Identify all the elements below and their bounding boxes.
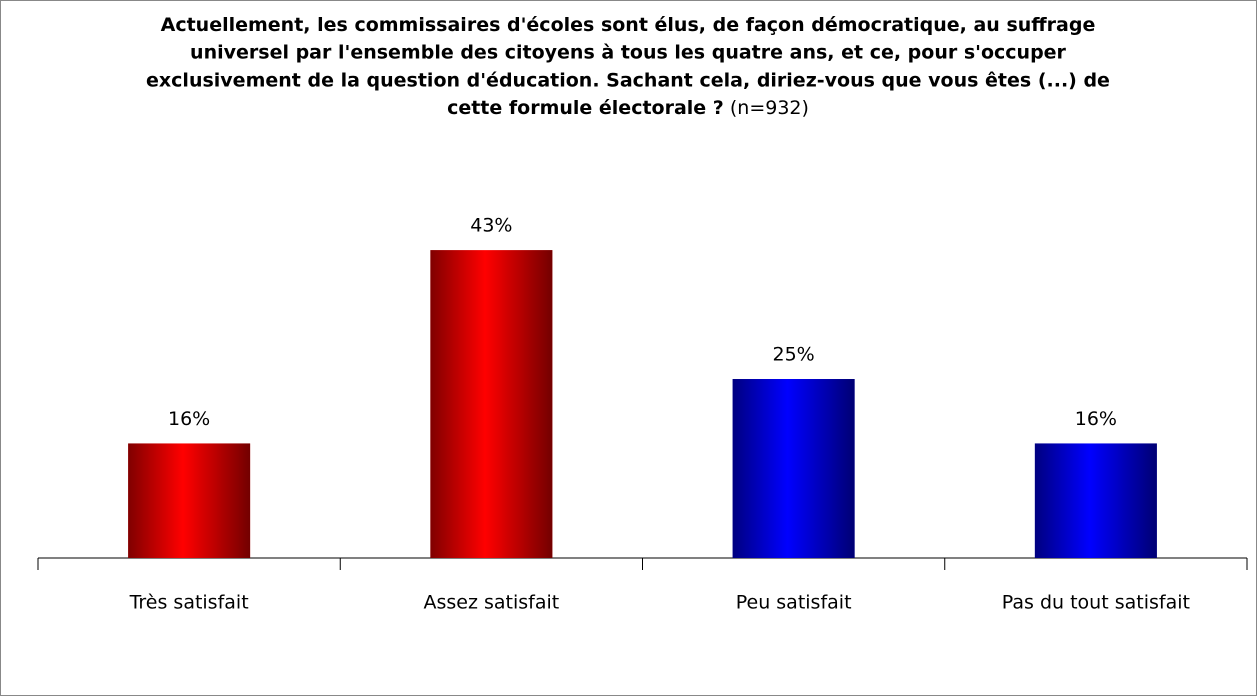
x-tick-label: Peu satisfait <box>736 592 852 614</box>
title-text: Actuellement, les commissaires d'écoles … <box>161 14 1096 36</box>
title-line: universel par l'ensemble des citoyens à … <box>190 41 1067 63</box>
chart-title: Actuellement, les commissaires d'écoles … <box>146 14 1110 119</box>
title-line: exclusivement de la question d'éducation… <box>146 69 1110 91</box>
title-text: cette formule électorale ? <box>447 97 724 119</box>
value-label: 25% <box>773 344 815 366</box>
x-tick-label: Pas du tout satisfait <box>1002 592 1190 614</box>
title-line: Actuellement, les commissaires d'écoles … <box>161 14 1096 36</box>
bar-shading <box>732 379 855 558</box>
title-line: cette formule électorale ? (n=932) <box>447 97 809 119</box>
title-text: universel par l'ensemble des citoyens à … <box>190 41 1067 63</box>
title-text: exclusivement de la question d'éducation… <box>146 69 1110 91</box>
bar-shading <box>430 250 553 558</box>
value-label: 16% <box>1075 408 1117 430</box>
value-label: 16% <box>168 408 210 430</box>
x-tick-label: Très satisfait <box>129 592 249 614</box>
value-label: 43% <box>470 215 512 237</box>
bar-shading <box>1034 443 1157 558</box>
bar-shading <box>128 443 251 558</box>
x-tick-label: Assez satisfait <box>424 592 560 614</box>
sample-size: (n=932) <box>730 97 809 119</box>
